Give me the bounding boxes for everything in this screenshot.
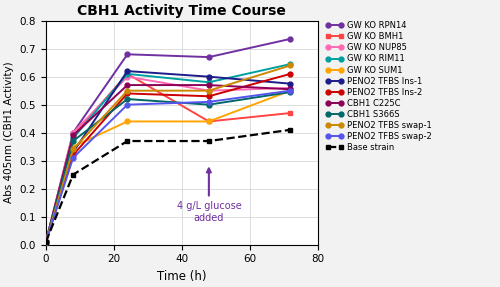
Base strain — [70, 173, 76, 176]
GW KO RPN14 — [124, 53, 130, 56]
CBH1 S366S — [288, 90, 294, 94]
CBH1 S366S — [70, 139, 76, 143]
GW KO SUM1 — [206, 120, 212, 123]
GW KO RPN14 — [70, 131, 76, 134]
CBH1 S366S — [43, 240, 49, 243]
CBH1 C225C — [43, 240, 49, 243]
PENO2 TFBS Ins-1 — [206, 75, 212, 78]
PENO2 TFBS swap-2 — [124, 103, 130, 106]
GW KO NUP85 — [288, 86, 294, 90]
GW KO SUM1 — [70, 145, 76, 148]
PENO2 TFBS swap-1 — [124, 89, 130, 92]
GW KO NUP85 — [206, 89, 212, 92]
PENO2 TFBS Ins-2 — [70, 153, 76, 157]
Line: PENO2 TFBS swap-1: PENO2 TFBS swap-1 — [44, 63, 293, 244]
GW KO RPN14 — [206, 55, 212, 59]
Y-axis label: Abs 405nm (CBH1 Activity): Abs 405nm (CBH1 Activity) — [4, 62, 14, 203]
CBH1 C225C — [288, 88, 294, 91]
Base strain — [43, 240, 49, 243]
PENO2 TFBS Ins-2 — [124, 92, 130, 95]
GW KO RIM11 — [70, 137, 76, 140]
PENO2 TFBS Ins-1 — [124, 69, 130, 73]
GW KO SUM1 — [124, 120, 130, 123]
PENO2 TFBS Ins-2 — [206, 94, 212, 98]
X-axis label: Time (h): Time (h) — [157, 270, 206, 283]
PENO2 TFBS swap-2 — [70, 156, 76, 160]
GW KO BMH1 — [206, 120, 212, 123]
Line: GW KO NUP85: GW KO NUP85 — [44, 74, 293, 244]
GW KO BMH1 — [43, 240, 49, 243]
Line: GW KO RIM11: GW KO RIM11 — [44, 62, 293, 244]
GW KO SUM1 — [43, 240, 49, 243]
GW KO RPN14 — [288, 37, 294, 41]
Base strain — [124, 139, 130, 143]
Line: PENO2 TFBS Ins-1: PENO2 TFBS Ins-1 — [44, 69, 293, 244]
GW KO SUM1 — [288, 89, 294, 92]
Line: CBH1 S366S: CBH1 S366S — [44, 90, 293, 244]
Legend: GW KO RPN14, GW KO BMH1, GW KO NUP85, GW KO RIM11, GW KO SUM1, PENO2 TFBS Ins-1,: GW KO RPN14, GW KO BMH1, GW KO NUP85, GW… — [324, 20, 432, 153]
GW KO NUP85 — [70, 131, 76, 134]
PENO2 TFBS swap-1 — [43, 240, 49, 243]
GW KO BMH1 — [288, 111, 294, 115]
PENO2 TFBS Ins-2 — [288, 72, 294, 75]
PENO2 TFBS swap-2 — [288, 89, 294, 92]
GW KO RIM11 — [124, 72, 130, 75]
GW KO RPN14 — [43, 240, 49, 243]
PENO2 TFBS swap-2 — [206, 100, 212, 104]
Title: CBH1 Activity Time Course: CBH1 Activity Time Course — [78, 4, 286, 18]
Line: GW KO SUM1: GW KO SUM1 — [44, 88, 293, 244]
Line: GW KO RPN14: GW KO RPN14 — [44, 36, 293, 244]
PENO2 TFBS Ins-1 — [70, 150, 76, 154]
Line: PENO2 TFBS Ins-2: PENO2 TFBS Ins-2 — [44, 71, 293, 244]
Base strain — [288, 128, 294, 131]
CBH1 S366S — [124, 97, 130, 101]
Line: GW KO BMH1: GW KO BMH1 — [44, 71, 293, 244]
PENO2 TFBS Ins-1 — [43, 240, 49, 243]
GW KO BMH1 — [124, 72, 130, 75]
Base strain — [206, 139, 212, 143]
GW KO NUP85 — [43, 240, 49, 243]
CBH1 C225C — [206, 83, 212, 87]
Line: PENO2 TFBS swap-2: PENO2 TFBS swap-2 — [44, 88, 293, 244]
CBH1 C225C — [70, 134, 76, 137]
Text: 4 g/L glucose
added: 4 g/L glucose added — [176, 168, 242, 223]
GW KO BMH1 — [70, 134, 76, 137]
GW KO RIM11 — [206, 81, 212, 84]
GW KO RIM11 — [43, 240, 49, 243]
PENO2 TFBS swap-1 — [206, 89, 212, 92]
PENO2 TFBS swap-1 — [288, 64, 294, 67]
GW KO NUP85 — [124, 75, 130, 78]
Line: Base strain: Base strain — [44, 127, 293, 244]
PENO2 TFBS Ins-1 — [288, 82, 294, 86]
GW KO RIM11 — [288, 62, 294, 66]
CBH1 C225C — [124, 83, 130, 87]
PENO2 TFBS swap-1 — [70, 148, 76, 151]
CBH1 S366S — [206, 103, 212, 106]
PENO2 TFBS swap-2 — [43, 240, 49, 243]
PENO2 TFBS Ins-2 — [43, 240, 49, 243]
Line: CBH1 C225C: CBH1 C225C — [44, 83, 293, 244]
